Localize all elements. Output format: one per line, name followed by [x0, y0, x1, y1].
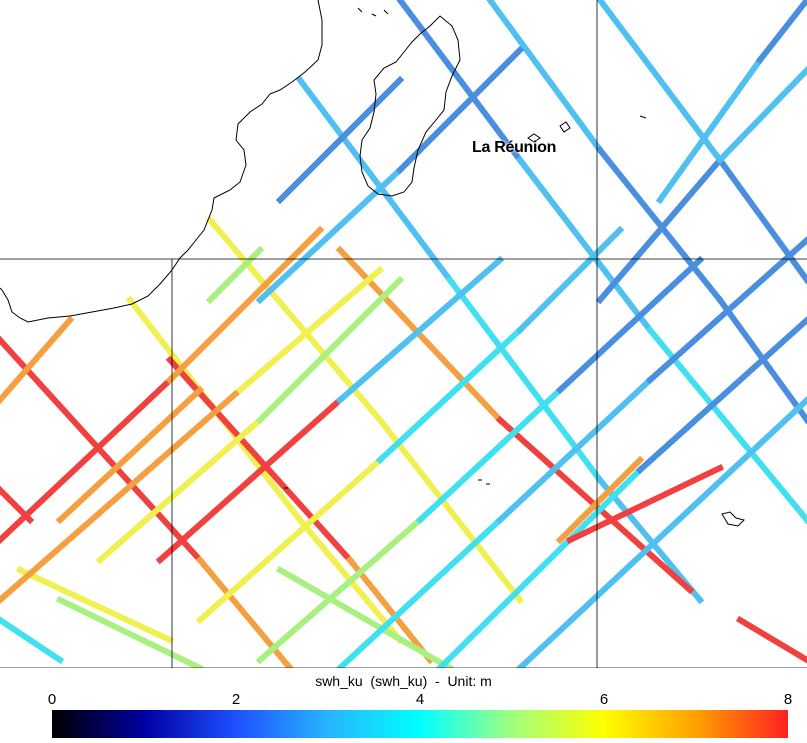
- track-segment-57: [755, 0, 807, 65]
- track-segment-15: [515, 155, 655, 335]
- map-background: [0, 0, 807, 668]
- track-segment-54: [595, 155, 725, 305]
- colorbar-tick-4: 4: [415, 691, 425, 708]
- track-segment-9: [295, 75, 455, 285]
- small-island-1: [284, 479, 490, 489]
- track-segment-42: [555, 255, 705, 395]
- place-label-la-reunion: La Réunion: [472, 139, 557, 156]
- track-segment-50: [255, 165, 405, 305]
- track-segment-24: [0, 616, 65, 665]
- track-segment-18: [595, 145, 725, 305]
- track-segment-21: [715, 155, 807, 285]
- colorbar-tick-6: 6: [599, 691, 609, 708]
- colorbar: [52, 710, 788, 738]
- track-segment-59: [565, 463, 725, 545]
- map-panel: La Réunion: [0, 0, 807, 668]
- track-segment-25: [275, 565, 455, 668]
- map-svg: [0, 0, 807, 668]
- track-segment-22: [16, 566, 174, 644]
- colorbar-tick-0: 0: [47, 691, 57, 708]
- track-segment-11: [595, 475, 705, 605]
- track-segment-52: [205, 245, 265, 305]
- track-segment-38: [375, 325, 525, 465]
- colorbar-tick-2: 2: [231, 691, 241, 708]
- small-island-2: [639, 115, 647, 119]
- track-segment-51: [395, 45, 525, 175]
- track-segment-35: [155, 395, 345, 565]
- track-segment-17: [486, 0, 605, 155]
- crozet-islands: [721, 511, 745, 527]
- track-segment-32: [0, 315, 75, 405]
- track-segment-44: [495, 375, 655, 525]
- track-segment-6: [345, 555, 435, 665]
- track-segment-14: [396, 0, 525, 165]
- track-segment-29: [0, 385, 245, 604]
- track-segment-47: [635, 315, 807, 475]
- track-segment-53: [275, 75, 405, 205]
- track-segment-58: [555, 455, 645, 545]
- track-segment-28: [165, 225, 325, 385]
- track-segment-39: [515, 225, 625, 335]
- track-segment-23: [55, 595, 205, 668]
- track-segment-31: [55, 385, 205, 525]
- comoros-islands: [357, 7, 389, 17]
- mauritius-island: [559, 121, 571, 133]
- track-segment-26: [735, 615, 807, 664]
- track-segment-33: [95, 415, 265, 565]
- track-segment-36: [335, 255, 505, 405]
- colorbar-title: swh_ku (swh_ku) - Unit: m: [315, 673, 492, 689]
- track-segment-43: [335, 515, 505, 668]
- track-segment-49: [695, 395, 807, 505]
- africa-coastline: [0, 0, 323, 323]
- track-segment-16: [645, 325, 807, 525]
- track-segment-40: [255, 515, 425, 665]
- track-segment-45: [645, 235, 807, 385]
- track-segment-48: [515, 495, 705, 668]
- track-segment-8: [375, 415, 525, 605]
- track-segment-20: [596, 0, 725, 165]
- satellite-tracks: [0, 0, 807, 668]
- track-segment-41: [415, 385, 565, 525]
- track-segment-46: [435, 465, 645, 668]
- track-segment-37: [195, 455, 385, 625]
- track-segment-55: [715, 65, 807, 165]
- track-segment-30: [235, 265, 385, 395]
- colorbar-tick-8: 8: [783, 691, 793, 708]
- reunion-island: [527, 133, 541, 143]
- track-segment-34: [255, 275, 405, 425]
- madagascar-coastline: [359, 15, 461, 197]
- track-segment-56: [655, 55, 765, 205]
- track-segment-27: [0, 375, 175, 545]
